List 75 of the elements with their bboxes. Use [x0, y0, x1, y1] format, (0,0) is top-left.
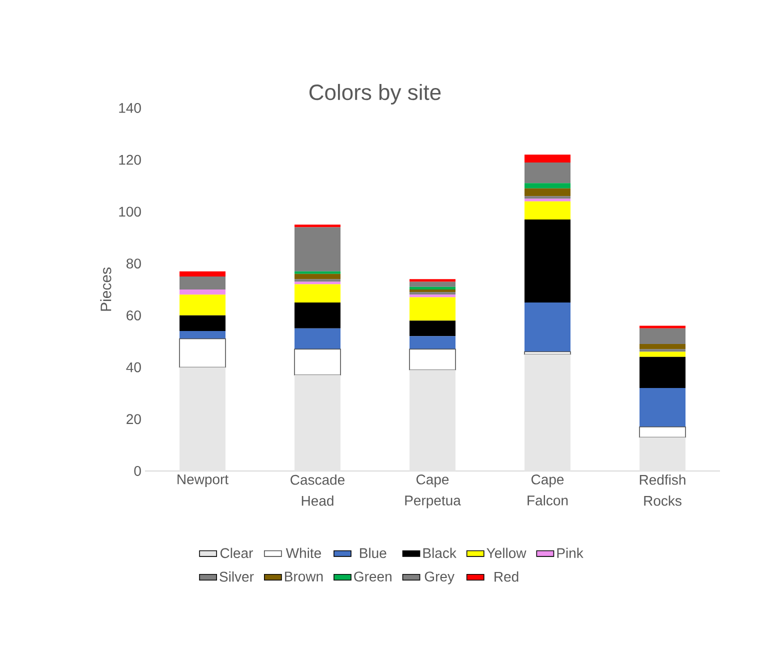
bar	[294, 227, 341, 272]
y-tick-label: 140	[119, 103, 141, 113]
bar	[524, 219, 570, 302]
bar	[410, 282, 456, 287]
bar	[410, 370, 456, 471]
y-tick-label: 120	[119, 154, 141, 165]
y-tick-label: 40	[126, 362, 141, 372]
bar	[294, 375, 341, 471]
bar	[410, 286, 456, 290]
x-tick-label: Newport	[178, 474, 228, 488]
legend-label: Yellow	[486, 548, 526, 558]
bar	[524, 183, 570, 188]
bar	[294, 224, 341, 228]
bar	[640, 388, 686, 427]
legend-label: Brown	[285, 572, 323, 582]
bar	[294, 328, 341, 350]
bar	[524, 302, 570, 352]
bar	[524, 188, 570, 196]
bar	[640, 356, 686, 388]
bar	[180, 367, 226, 471]
y-tick-label: 60	[126, 310, 141, 320]
bar	[639, 426, 686, 438]
legend-label: Silver	[220, 571, 254, 582]
legend-label: Clear	[220, 548, 253, 558]
y-tick-label: 0	[134, 466, 141, 476]
bar	[294, 302, 341, 328]
bar	[180, 294, 226, 316]
chart-title: Colors by site	[309, 84, 441, 104]
bar	[294, 282, 341, 284]
bar	[640, 344, 686, 350]
bar	[180, 276, 226, 290]
y-tick-label: 20	[126, 414, 141, 424]
bar	[640, 352, 686, 357]
bar	[409, 348, 456, 370]
bar	[524, 162, 570, 184]
bar	[180, 315, 226, 331]
bar	[524, 198, 570, 202]
legend-label: Red	[494, 571, 518, 582]
legend-label: White	[286, 548, 321, 558]
bar	[410, 336, 456, 350]
bar	[524, 196, 570, 199]
y-axis-title: Pieces	[100, 268, 112, 311]
bar	[180, 330, 226, 339]
bar	[294, 274, 341, 280]
bar	[179, 338, 226, 368]
legend-label: Black	[423, 548, 456, 558]
x-tick-label: Cascade Head	[290, 474, 345, 506]
bar	[294, 348, 341, 376]
legend-label: Pink	[557, 548, 584, 558]
bar	[524, 354, 570, 471]
bar	[524, 154, 570, 162]
bar	[180, 271, 226, 277]
bar	[640, 349, 686, 352]
bar	[410, 320, 456, 336]
bar	[410, 297, 456, 321]
bar	[640, 437, 686, 471]
bar	[410, 289, 456, 292]
legend-label: Grey	[424, 572, 454, 584]
bar	[640, 326, 686, 328]
x-tick-label: Redfish Rocks	[640, 474, 686, 506]
x-tick-label: Cape Falcon	[528, 474, 568, 506]
bar	[294, 284, 341, 302]
legend-label: Green	[354, 572, 392, 582]
bar	[410, 294, 456, 298]
bar	[410, 279, 456, 282]
bar	[524, 201, 570, 220]
bar	[640, 328, 686, 344]
bar	[294, 279, 341, 282]
legend-label: Blue	[360, 548, 386, 558]
y-tick-label: 80	[126, 258, 141, 269]
y-tick-label: 100	[119, 206, 141, 217]
x-tick-label: Cape Perpetua	[405, 474, 461, 508]
bar	[180, 289, 226, 295]
bar	[410, 292, 456, 295]
bar	[294, 271, 341, 274]
